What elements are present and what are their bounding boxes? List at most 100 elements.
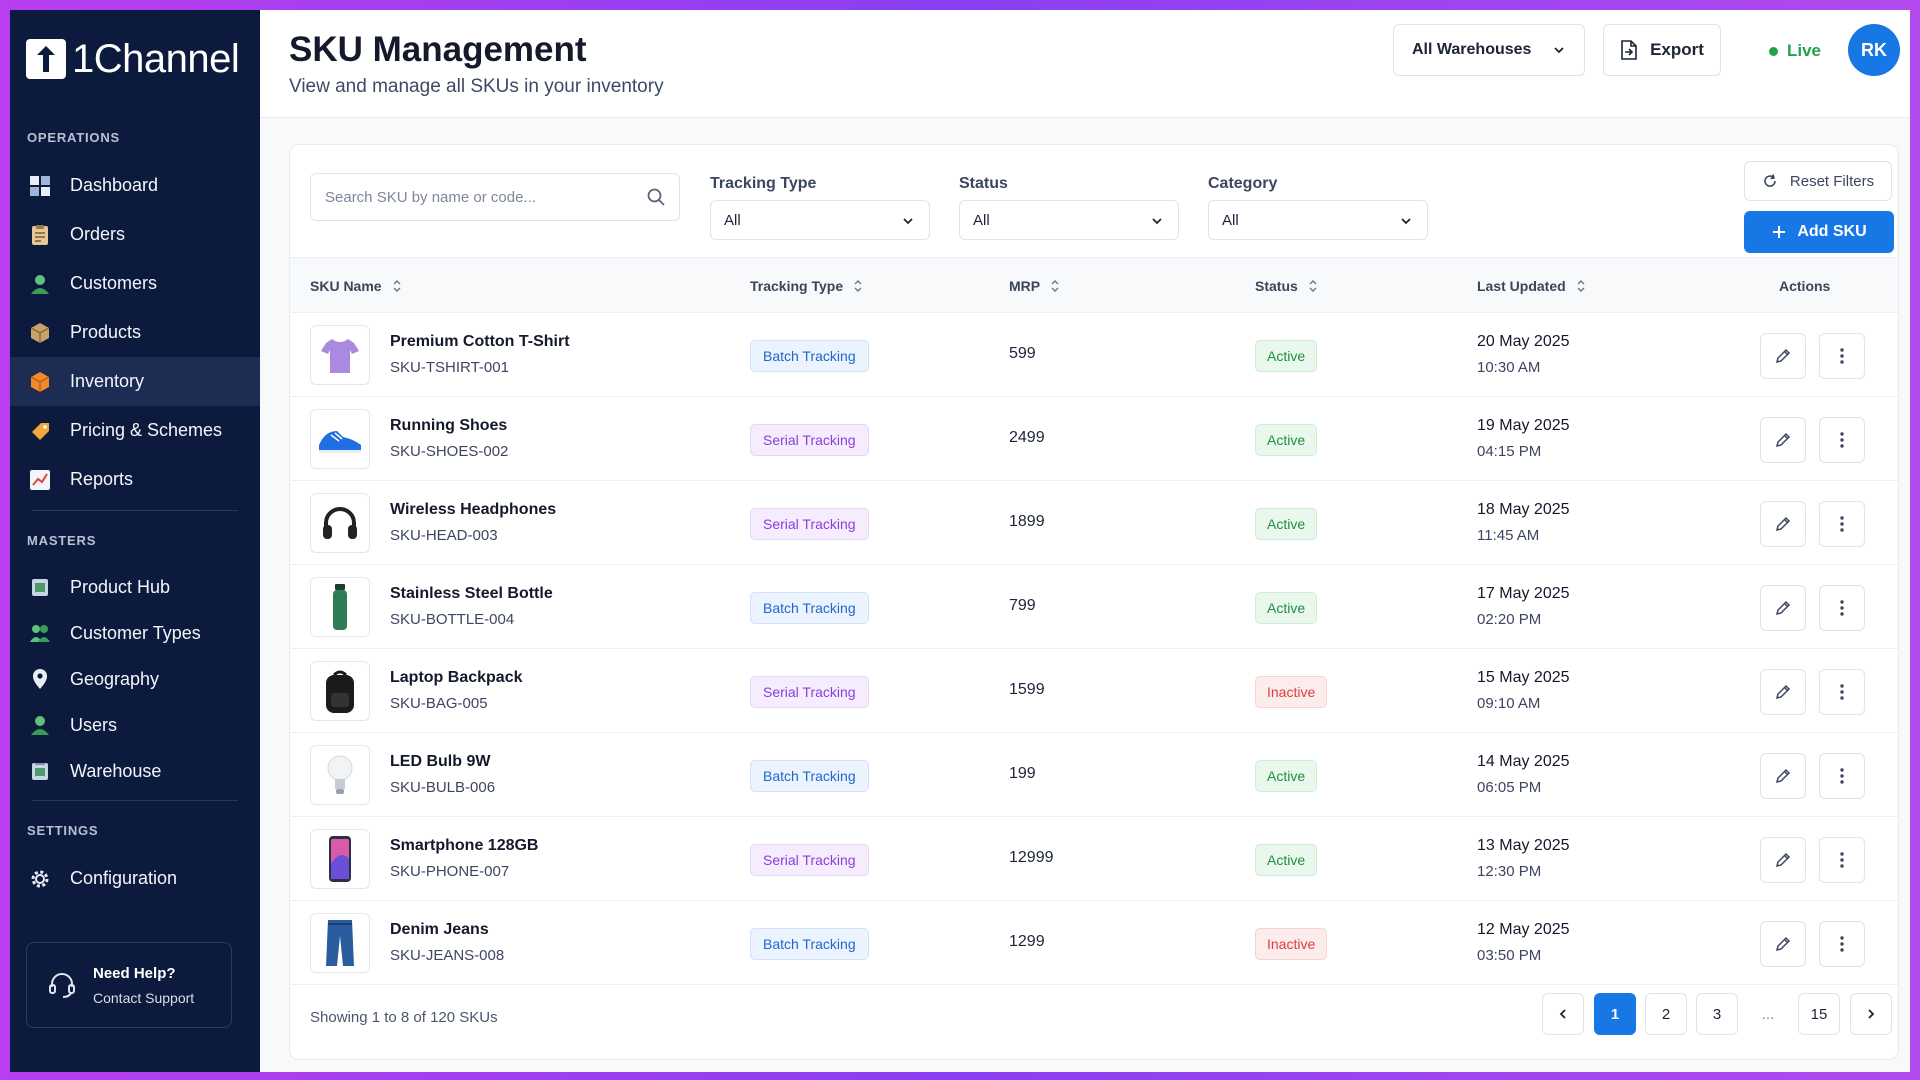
sidebar-item-customer-types[interactable]: Customer Types bbox=[10, 610, 260, 656]
table-row[interactable]: Smartphone 128GB SKU-PHONE-007 Serial Trac… bbox=[290, 817, 1898, 901]
sku-name[interactable]: LED Bulb 9W bbox=[390, 753, 491, 770]
help-title: Need Help? bbox=[93, 964, 176, 982]
page-button-15[interactable]: 15 bbox=[1798, 993, 1840, 1035]
edit-button[interactable] bbox=[1760, 501, 1806, 547]
mrp-value: 1899 bbox=[1009, 513, 1045, 530]
status-badge: Inactive bbox=[1255, 928, 1328, 960]
table-row[interactable]: Stainless Steel Bottle SKU-BOTTLE-004 Batc… bbox=[290, 565, 1898, 649]
product-thumbnail bbox=[310, 409, 370, 469]
sku-name[interactable]: Stainless Steel Bottle bbox=[390, 585, 553, 602]
more-actions-button[interactable] bbox=[1819, 585, 1865, 631]
table-row[interactable]: Laptop Backpack SKU-BAG-005 Serial Trackin… bbox=[290, 649, 1898, 733]
category-filter-select[interactable]: All bbox=[1208, 200, 1428, 240]
column-header-status[interactable]: Status bbox=[1255, 278, 1318, 294]
export-button[interactable]: Export bbox=[1603, 24, 1721, 76]
main-content: SKU Management View and manage all SKUs … bbox=[260, 10, 1910, 1072]
next-page-button[interactable] bbox=[1850, 993, 1892, 1035]
search-input[interactable] bbox=[311, 174, 679, 220]
column-header-tracking-type[interactable]: Tracking Type bbox=[750, 278, 863, 294]
sidebar-item-warehouse[interactable]: Warehouse bbox=[10, 748, 260, 794]
sidebar-item-pricing-schemes[interactable]: Pricing & Schemes bbox=[10, 406, 260, 455]
edit-button[interactable] bbox=[1760, 585, 1806, 631]
brand-logo[interactable]: 1Channel bbox=[10, 10, 260, 88]
tracking-type-badge: Batch Tracking bbox=[750, 592, 869, 624]
sidebar-divider bbox=[32, 510, 238, 511]
status-filter-select[interactable]: All bbox=[959, 200, 1179, 240]
sidebar-item-products[interactable]: Products bbox=[10, 308, 260, 357]
kebab-menu-icon bbox=[1840, 936, 1844, 952]
last-updated-date: 14 May 2025 bbox=[1477, 753, 1570, 770]
sidebar-item-inventory[interactable]: Inventory bbox=[10, 357, 260, 406]
last-updated-time: 11:45 AM bbox=[1477, 527, 1540, 544]
column-header-actions: Actions bbox=[1779, 278, 1830, 294]
column-header-label: SKU Name bbox=[310, 278, 382, 294]
pricing-tag-icon bbox=[28, 419, 52, 443]
edit-button[interactable] bbox=[1760, 417, 1806, 463]
table-row[interactable]: LED Bulb 9W SKU-BULB-006 Batch Tracking 199… bbox=[290, 733, 1898, 817]
tracking-type-select[interactable]: All bbox=[710, 200, 930, 240]
sku-name[interactable]: Laptop Backpack bbox=[390, 669, 523, 686]
chevron-down-icon bbox=[903, 218, 913, 225]
pencil-icon bbox=[1775, 852, 1791, 868]
sku-name[interactable]: Denim Jeans bbox=[390, 921, 489, 938]
sidebar-item-geography[interactable]: Geography bbox=[10, 656, 260, 702]
more-actions-button[interactable] bbox=[1819, 333, 1865, 379]
column-header-mrp[interactable]: MRP bbox=[1009, 278, 1060, 294]
sidebar-item-orders[interactable]: Orders bbox=[10, 210, 260, 259]
last-updated-time: 03:50 PM bbox=[1477, 947, 1542, 964]
last-updated-date: 13 May 2025 bbox=[1477, 837, 1570, 854]
more-actions-button[interactable] bbox=[1819, 837, 1865, 883]
product-hub-icon bbox=[28, 575, 52, 599]
sku-code: SKU-BULB-006 bbox=[390, 779, 496, 796]
column-header-label: Tracking Type bbox=[750, 278, 844, 294]
location-pin-icon bbox=[28, 667, 52, 691]
sku-name[interactable]: Premium Cotton T-Shirt bbox=[390, 333, 570, 350]
page-button-1[interactable]: 1 bbox=[1594, 993, 1636, 1035]
table-row[interactable]: Wireless Headphones SKU-HEAD-003 Serial Tr… bbox=[290, 481, 1898, 565]
reset-filters-label: Reset Filters bbox=[1789, 172, 1875, 190]
sidebar-item-customers[interactable]: Customers bbox=[10, 259, 260, 308]
more-actions-button[interactable] bbox=[1819, 501, 1865, 547]
table-row[interactable]: Running Shoes SKU-SHOES-002 Serial Trackin… bbox=[290, 397, 1898, 481]
sidebar-item-users[interactable]: Users bbox=[10, 702, 260, 748]
last-updated-time: 02:20 PM bbox=[1477, 611, 1542, 628]
chevron-left-icon bbox=[1559, 1009, 1566, 1019]
user-avatar[interactable]: RK bbox=[1848, 24, 1900, 76]
sidebar-item-reports[interactable]: Reports bbox=[10, 455, 260, 504]
edit-button[interactable] bbox=[1760, 669, 1806, 715]
page-button-2[interactable]: 2 bbox=[1645, 993, 1687, 1035]
sku-name[interactable]: Running Shoes bbox=[390, 417, 508, 434]
sku-name[interactable]: Wireless Headphones bbox=[390, 501, 557, 518]
contact-support-link[interactable]: Contact Support bbox=[93, 989, 195, 1006]
more-actions-button[interactable] bbox=[1819, 921, 1865, 967]
sidebar-item-configuration[interactable]: Configuration bbox=[10, 854, 260, 903]
edit-button[interactable] bbox=[1760, 333, 1806, 379]
sidebar-item-dashboard[interactable]: Dashboard bbox=[10, 161, 260, 210]
column-header-sku-name[interactable]: SKU Name bbox=[310, 278, 402, 294]
table-row[interactable]: Premium Cotton T-Shirt SKU-TSHIRT-001 Batc… bbox=[290, 313, 1898, 397]
tracking-type-badge: Serial Tracking bbox=[750, 676, 869, 708]
search-box bbox=[310, 173, 680, 221]
last-updated-date: 19 May 2025 bbox=[1477, 417, 1570, 434]
edit-button[interactable] bbox=[1760, 921, 1806, 967]
help-card[interactable]: Need Help? Contact Support bbox=[26, 942, 232, 1028]
add-sku-button[interactable]: Add SKU bbox=[1744, 211, 1894, 253]
more-actions-button[interactable] bbox=[1819, 417, 1865, 463]
sku-name[interactable]: Smartphone 128GB bbox=[390, 837, 539, 854]
more-actions-button[interactable] bbox=[1819, 669, 1865, 715]
edit-button[interactable] bbox=[1760, 753, 1806, 799]
app-frame: 1Channel OPERATIONS Dashboard Orders Custo… bbox=[10, 10, 1910, 1072]
column-header-last-updated[interactable]: Last Updated bbox=[1477, 278, 1586, 294]
sidebar-item-product-hub[interactable]: Product Hub bbox=[10, 564, 260, 610]
table-row[interactable]: Denim Jeans SKU-JEANS-008 Batch Tracking 12… bbox=[290, 901, 1898, 985]
reset-filters-button[interactable]: Reset Filters bbox=[1744, 161, 1892, 201]
edit-button[interactable] bbox=[1760, 837, 1806, 883]
last-updated-time: 06:05 PM bbox=[1477, 779, 1542, 796]
page-button-3[interactable]: 3 bbox=[1696, 993, 1738, 1035]
prev-page-button[interactable] bbox=[1542, 993, 1584, 1035]
warehouse-select[interactable]: All Warehouses bbox=[1393, 24, 1585, 76]
search-icon[interactable] bbox=[646, 187, 666, 207]
more-actions-button[interactable] bbox=[1819, 753, 1865, 799]
mrp-value: 199 bbox=[1009, 765, 1036, 782]
warehouse-icon bbox=[28, 759, 52, 783]
